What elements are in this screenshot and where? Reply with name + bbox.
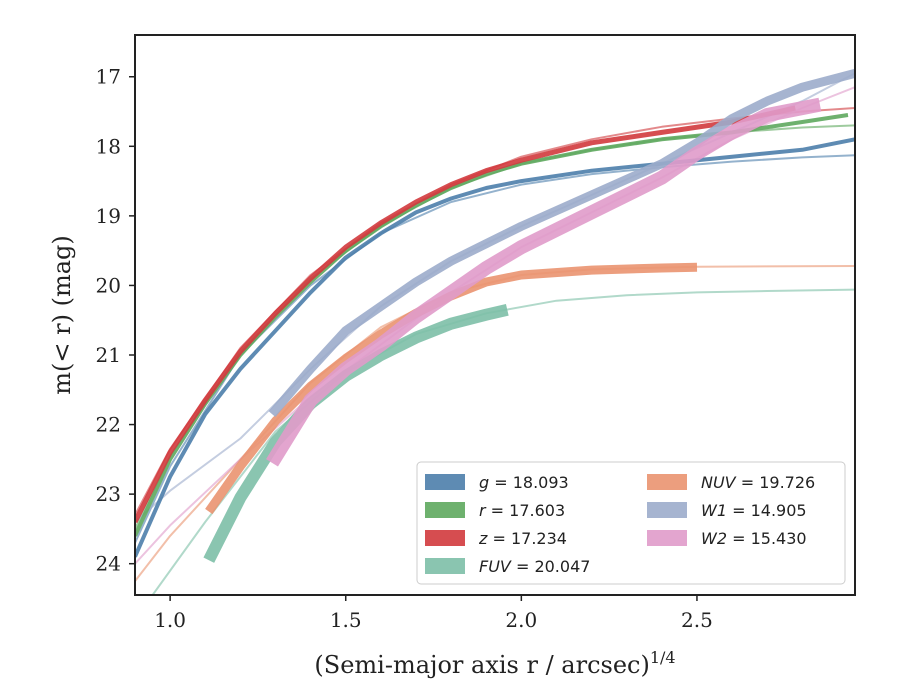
legend-box xyxy=(416,461,846,585)
legend-swatch-w2 xyxy=(647,530,687,546)
y-axis-label: m(< r) (mag) xyxy=(48,235,76,394)
legend-label-nuv: NUV = 19.726 xyxy=(701,473,815,492)
y-tick-label: 23 xyxy=(96,482,121,506)
legend-swatch-r xyxy=(425,502,465,518)
data-band-z xyxy=(135,105,796,524)
y-tick-label: 17 xyxy=(96,65,121,89)
legend-swatch-g xyxy=(425,474,465,490)
y-tick-label: 20 xyxy=(96,273,121,297)
y-tick-label: 21 xyxy=(96,343,121,367)
x-axis-label: (Semi-major axis r / arcsec)1/4 xyxy=(314,648,675,679)
x-axis-label-main: (Semi-major axis r / arcsec) xyxy=(314,651,649,679)
x-tick-label: 1.0 xyxy=(154,608,186,632)
y-tick-label: 19 xyxy=(96,204,121,228)
plot-frame xyxy=(134,34,856,596)
data-band-w1 xyxy=(268,68,855,418)
legend: g = 18.093 r = 17.603 z = 17.234 FUV = 20.0… xyxy=(416,461,846,585)
legend-swatch-nuv xyxy=(647,474,687,490)
legend-swatch-fuv xyxy=(425,558,465,574)
legend-swatch-w1 xyxy=(647,502,687,518)
data-band-w2 xyxy=(266,97,822,467)
legend-label-fuv: FUV = 20.047 xyxy=(479,557,590,576)
axes-layer: 1.0 1.5 2.0 2.5 17 18 19 20 21 22 23 24 xyxy=(96,34,856,632)
y-tick-label: 18 xyxy=(96,134,121,158)
legend-label-w1: W1 = 14.905 xyxy=(701,501,807,520)
x-axis-label-superscript: 1/4 xyxy=(650,648,676,667)
legend-label-r: r = 17.603 xyxy=(479,501,565,520)
plot-layer xyxy=(135,68,855,595)
legend-label-w2: W2 = 15.430 xyxy=(701,529,807,548)
y-tick-label: 24 xyxy=(96,552,121,576)
data-band-fuv xyxy=(203,303,509,563)
legend-swatch-z xyxy=(425,530,465,546)
x-tick-label: 2.5 xyxy=(681,608,713,632)
x-tick-label: 1.5 xyxy=(330,608,362,632)
legend-label-g: g = 18.093 xyxy=(479,473,569,492)
y-tick-label: 22 xyxy=(96,413,121,437)
model-line-w1 xyxy=(135,72,855,523)
x-tick-label: 2.0 xyxy=(505,608,537,632)
legend-label-z: z = 17.234 xyxy=(478,529,567,548)
